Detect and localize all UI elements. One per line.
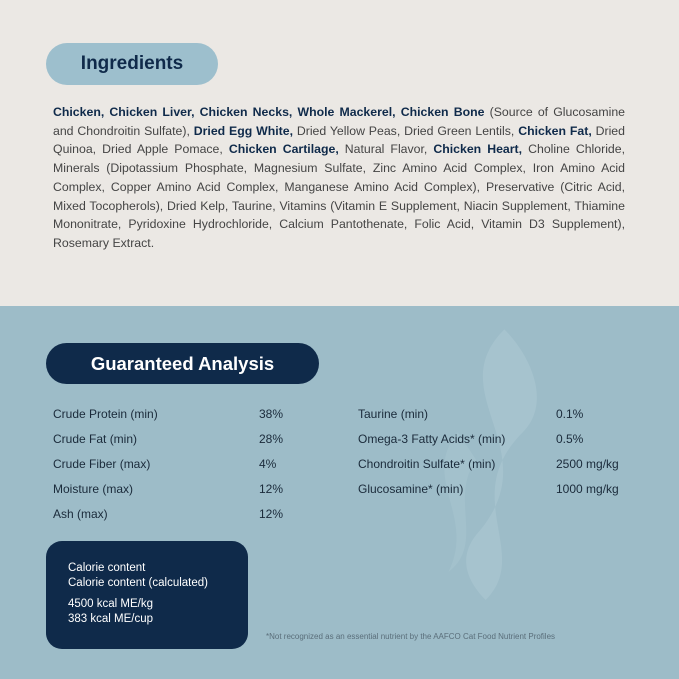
ingredient-bold: Dried Egg White, (193, 123, 293, 138)
calorie-label: Calorie content (68, 562, 146, 574)
ingredient-bold: Chicken Cartilage, (228, 142, 339, 157)
analysis-label: Glucosamine* (min) (358, 482, 464, 496)
analysis-label: Crude Fat (min) (53, 432, 138, 446)
analysis-value: 4% (259, 457, 277, 471)
analysis-value: 2500 mg/kg (556, 457, 619, 471)
ingredients-text: Chicken, Chicken Liver, Chicken Necks, W… (53, 103, 625, 253)
flame-watermark-icon (444, 329, 537, 600)
calorie-box: Calorie content Calorie content (calcula… (46, 541, 248, 649)
ingredients-section: Ingredients Chicken, Chicken Liver, Chic… (0, 0, 679, 306)
ingredient-text: Choline Chloride, Minerals (Dipotassium … (53, 142, 626, 250)
footnote: *Not recognized as an essential nutrient… (266, 632, 556, 641)
analysis-value: 0.5% (556, 432, 584, 446)
ingredient-text: Dried Yellow Peas, Dried Green Lentils, (293, 123, 519, 138)
ingredient-text: Dried Quinoa, Dried Apple Pomace, (53, 123, 625, 157)
calorie-calculated-label: Calorie content (calculated) (68, 577, 208, 589)
analysis-label: Moisture (max) (53, 482, 134, 496)
analysis-label: Taurine (min) (358, 407, 429, 421)
analysis-label: Crude Fiber (max) (53, 457, 151, 471)
analysis-label: Crude Protein (min) (53, 407, 158, 421)
analysis-value: 38% (259, 407, 284, 421)
ingredient-bold: Chicken Fat, (518, 123, 592, 138)
analysis-value: 12% (259, 482, 284, 496)
analysis-label: Ash (max) (53, 507, 108, 521)
analysis-value: 1000 mg/kg (556, 482, 619, 496)
ingredient-text: (Source of Glucosamine and Chondroitin S… (53, 105, 626, 138)
ingredients-heading: Ingredients (46, 43, 218, 85)
ingredient-bold: Chicken, Chicken Liver, Chicken Necks, W… (53, 105, 485, 119)
calorie-per-cup: 383 kcal ME/cup (68, 613, 154, 625)
analysis-value: 12% (259, 507, 284, 521)
ingredient-text: Natural Flavor, (338, 142, 434, 157)
analysis-value: 0.1% (556, 407, 584, 421)
ingredient-bold: Chicken Heart, (433, 142, 523, 157)
analysis-label: Chondroitin Sulfate* (min) (358, 457, 496, 471)
analysis-value: 28% (259, 432, 284, 446)
analysis-label: Omega-3 Fatty Acids* (min) (358, 432, 506, 446)
calorie-per-kg: 4500 kcal ME/kg (68, 598, 154, 610)
analysis-heading: Guaranteed Analysis (46, 343, 319, 384)
